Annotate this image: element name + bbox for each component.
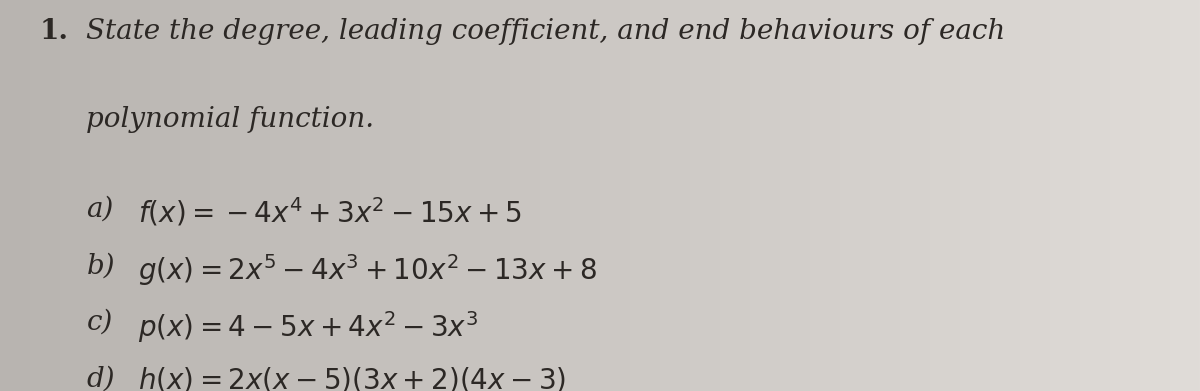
Text: 1.: 1. xyxy=(40,18,68,45)
Text: $h(x) = 2x(x - 5)(3x + 2)(4x - 3)$: $h(x) = 2x(x - 5)(3x + 2)(4x - 3)$ xyxy=(138,366,566,391)
Text: c): c) xyxy=(86,309,113,336)
Text: d): d) xyxy=(86,366,115,391)
Text: polynomial function.: polynomial function. xyxy=(86,106,374,133)
Text: $f(x) = -4x^4 + 3x^2 - 15x + 5$: $f(x) = -4x^4 + 3x^2 - 15x + 5$ xyxy=(138,196,522,228)
Text: State the degree, leading coefficient, and end behaviours of each: State the degree, leading coefficient, a… xyxy=(86,18,1006,45)
Text: a): a) xyxy=(86,196,114,222)
Text: $g(x) = 2x^5 - 4x^3 + 10x^2 - 13x + 8$: $g(x) = 2x^5 - 4x^3 + 10x^2 - 13x + 8$ xyxy=(138,252,596,288)
Text: $p(x) = 4 - 5x + 4x^2 - 3x^3$: $p(x) = 4 - 5x + 4x^2 - 3x^3$ xyxy=(138,309,479,345)
Text: b): b) xyxy=(86,252,115,279)
